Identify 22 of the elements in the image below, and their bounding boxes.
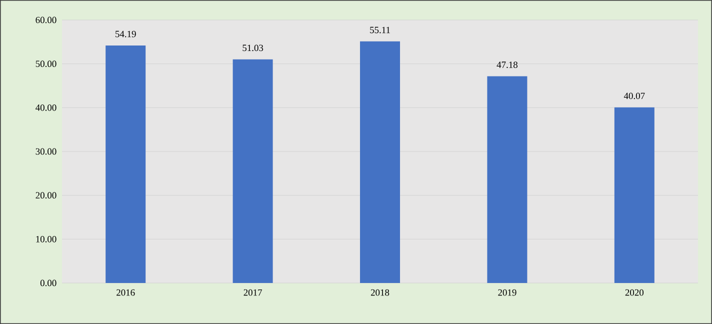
y-tick-label: 10.00 [36, 236, 56, 242]
x-tick-label: 2020 [625, 289, 644, 296]
y-tick-label: 40.00 [36, 104, 56, 111]
bar [106, 45, 146, 283]
data-label: 54.19 [116, 30, 136, 38]
y-tick-label: 50.00 [36, 60, 56, 68]
y-tick-label: 0.00 [40, 280, 56, 286]
data-label: 40.07 [624, 92, 645, 100]
bar [232, 59, 273, 283]
bar [614, 107, 654, 283]
bar [487, 76, 528, 283]
bar [360, 41, 400, 283]
y-tick-label: 30.00 [36, 148, 56, 155]
x-tick-label: 2018 [370, 289, 390, 296]
y-tick-label: 20.00 [36, 192, 56, 199]
x-tick-label: 2017 [244, 289, 262, 296]
data-label: 47.18 [496, 62, 518, 68]
y-tick-label: 60.00 [36, 16, 56, 24]
data-label: 55.11 [370, 26, 390, 34]
x-tick-label: 2016 [116, 289, 135, 296]
data-label: 51.03 [242, 44, 264, 52]
x-tick-label: 2019 [498, 289, 516, 296]
